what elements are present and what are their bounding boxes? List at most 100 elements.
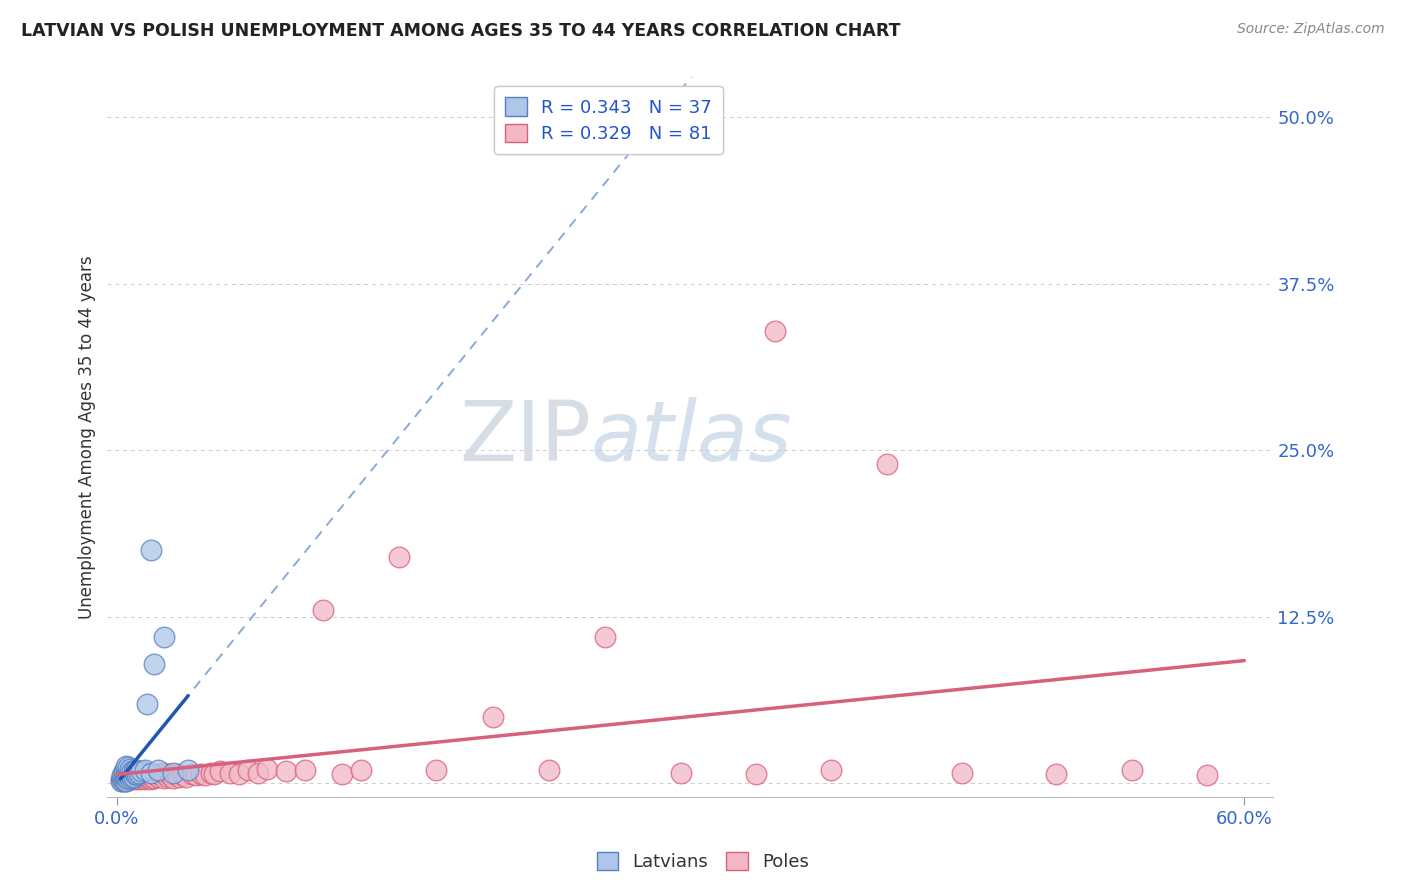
Point xyxy=(128,768,150,782)
Point xyxy=(194,768,217,782)
Point xyxy=(184,768,207,782)
Point xyxy=(118,762,141,776)
Point xyxy=(135,767,157,781)
Point xyxy=(117,764,139,779)
Point xyxy=(117,768,139,782)
Point xyxy=(112,767,135,781)
Legend: R = 0.343   N = 37, R = 0.329   N = 81: R = 0.343 N = 37, R = 0.329 N = 81 xyxy=(494,87,723,154)
Point xyxy=(129,771,152,785)
Point xyxy=(274,764,297,779)
Point xyxy=(141,770,163,784)
Point xyxy=(481,710,503,724)
Point xyxy=(139,543,162,558)
Point xyxy=(115,773,138,788)
Point xyxy=(134,763,156,777)
Point xyxy=(218,765,240,780)
Point xyxy=(128,772,150,787)
Point xyxy=(121,764,143,779)
Point xyxy=(167,770,190,784)
Point xyxy=(112,771,135,785)
Point xyxy=(143,657,166,671)
Y-axis label: Unemployment Among Ages 35 to 44 years: Unemployment Among Ages 35 to 44 years xyxy=(79,255,96,619)
Point xyxy=(312,603,335,617)
Point xyxy=(139,772,162,787)
Point xyxy=(121,768,143,782)
Point xyxy=(134,772,156,787)
Point xyxy=(166,767,188,781)
Point xyxy=(127,767,149,781)
Point xyxy=(111,773,134,788)
Point xyxy=(115,773,138,788)
Point xyxy=(127,767,149,781)
Point xyxy=(537,763,560,777)
Point xyxy=(117,768,139,782)
Point xyxy=(595,630,617,644)
Point xyxy=(121,770,143,784)
Point xyxy=(820,763,842,777)
Point xyxy=(425,763,447,777)
Point xyxy=(350,763,373,777)
Point xyxy=(128,765,150,780)
Point xyxy=(177,763,200,777)
Point xyxy=(135,697,157,711)
Point xyxy=(876,457,898,471)
Point xyxy=(1195,768,1218,782)
Point xyxy=(115,770,138,784)
Point xyxy=(246,765,269,780)
Point xyxy=(152,630,174,644)
Point xyxy=(117,760,139,774)
Point xyxy=(149,767,172,781)
Point xyxy=(1121,763,1143,777)
Point xyxy=(176,770,198,784)
Point xyxy=(127,771,149,785)
Point xyxy=(388,549,411,564)
Point xyxy=(129,764,152,779)
Point xyxy=(143,771,166,785)
Point xyxy=(122,764,145,779)
Text: LATVIAN VS POLISH UNEMPLOYMENT AMONG AGES 35 TO 44 YEARS CORRELATION CHART: LATVIAN VS POLISH UNEMPLOYMENT AMONG AGE… xyxy=(21,22,901,40)
Point xyxy=(112,764,135,779)
Point xyxy=(238,763,260,777)
Point xyxy=(157,767,180,781)
Point xyxy=(1045,767,1067,781)
Point xyxy=(118,772,141,787)
Point xyxy=(129,767,152,781)
Point xyxy=(124,763,146,777)
Point xyxy=(139,767,162,781)
Point xyxy=(124,764,146,779)
Point xyxy=(111,768,134,782)
Point xyxy=(115,763,138,777)
Point xyxy=(122,767,145,781)
Point xyxy=(145,768,167,782)
Point xyxy=(118,771,141,785)
Point xyxy=(121,764,143,779)
Point xyxy=(118,767,141,781)
Point xyxy=(669,765,692,780)
Point xyxy=(115,765,138,780)
Point xyxy=(209,764,232,779)
Point xyxy=(952,765,974,780)
Text: ZIP: ZIP xyxy=(458,397,591,477)
Point xyxy=(135,771,157,785)
Point xyxy=(294,763,316,777)
Point xyxy=(118,768,141,782)
Legend: Latvians, Poles: Latvians, Poles xyxy=(589,845,817,879)
Point xyxy=(256,762,278,776)
Point xyxy=(112,768,135,782)
Point xyxy=(204,767,226,781)
Point xyxy=(115,767,138,781)
Point xyxy=(162,765,184,780)
Point xyxy=(156,770,179,784)
Point xyxy=(190,767,212,781)
Text: atlas: atlas xyxy=(591,397,793,477)
Point xyxy=(172,768,194,782)
Point xyxy=(117,772,139,787)
Point xyxy=(124,772,146,787)
Point xyxy=(111,772,134,787)
Point xyxy=(112,773,135,788)
Point xyxy=(122,770,145,784)
Point xyxy=(111,770,134,784)
Point xyxy=(146,770,169,784)
Point xyxy=(146,763,169,777)
Point xyxy=(121,772,143,787)
